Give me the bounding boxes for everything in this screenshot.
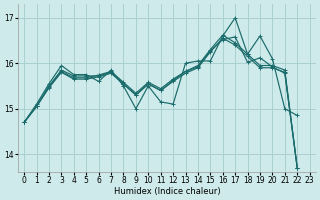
X-axis label: Humidex (Indice chaleur): Humidex (Indice chaleur) — [114, 187, 220, 196]
